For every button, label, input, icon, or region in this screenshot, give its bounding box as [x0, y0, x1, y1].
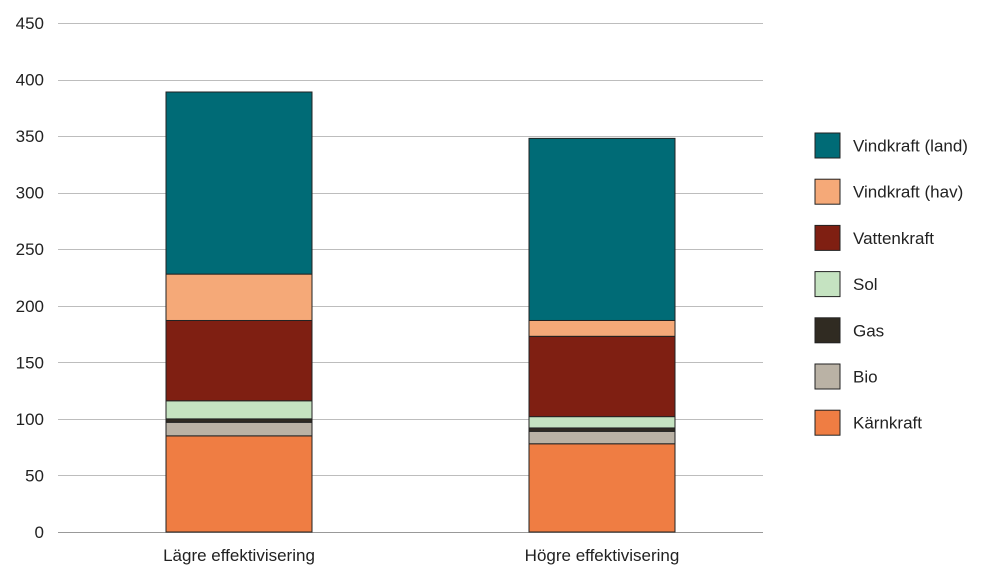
legend-label: Vindkraft (hav) [853, 183, 963, 202]
legend-label: Gas [853, 321, 884, 340]
bar-segment [528, 427, 676, 432]
legend-label: Kärnkraft [853, 414, 922, 433]
y-axis: 0 50 100 150 200 250 300 350 400 450 [16, 14, 44, 542]
bar-segment [165, 273, 313, 321]
y-tick-label: 400 [16, 71, 44, 90]
bar-segment [528, 319, 676, 337]
bar-segment [165, 421, 313, 437]
legend-label: Vindkraft (land) [853, 137, 968, 156]
y-tick-label: 0 [35, 523, 44, 542]
category-label: Högre effektivisering [525, 546, 680, 565]
legend-swatch [814, 409, 841, 436]
category-label: Lägre effektivisering [163, 546, 315, 565]
legend-label: Vattenkraft [853, 229, 934, 248]
legend-swatch [814, 363, 841, 390]
x-axis: Lägre effektivisering Högre effektiviseri… [163, 546, 679, 565]
bar-segment [528, 430, 676, 445]
bar-segment [165, 435, 313, 533]
bar-segment [528, 335, 676, 418]
bar-segment [528, 137, 676, 321]
y-tick-label: 50 [25, 466, 44, 485]
legend-swatch [814, 271, 841, 298]
legend-swatch [814, 132, 841, 159]
bar-segment [528, 416, 676, 429]
y-tick-label: 350 [16, 127, 44, 146]
bar-segment [528, 443, 676, 533]
y-tick-label: 150 [16, 353, 44, 372]
bars [165, 91, 676, 533]
y-tick-label: 250 [16, 240, 44, 259]
bar-segment [165, 91, 313, 275]
y-tick-label: 300 [16, 184, 44, 203]
legend: Vindkraft (land) Vindkraft (hav) Vattenkra… [814, 132, 968, 436]
legend-label: Bio [853, 368, 878, 387]
bar-segment [165, 418, 313, 423]
legend-swatch [814, 224, 841, 251]
bar-segment [165, 319, 313, 402]
y-tick-label: 200 [16, 297, 44, 316]
legend-swatch [814, 178, 841, 205]
bar-segment [165, 400, 313, 420]
y-tick-label: 450 [16, 14, 44, 33]
legend-swatch [814, 317, 841, 344]
y-tick-label: 100 [16, 410, 44, 429]
legend-label: Sol [853, 275, 878, 294]
